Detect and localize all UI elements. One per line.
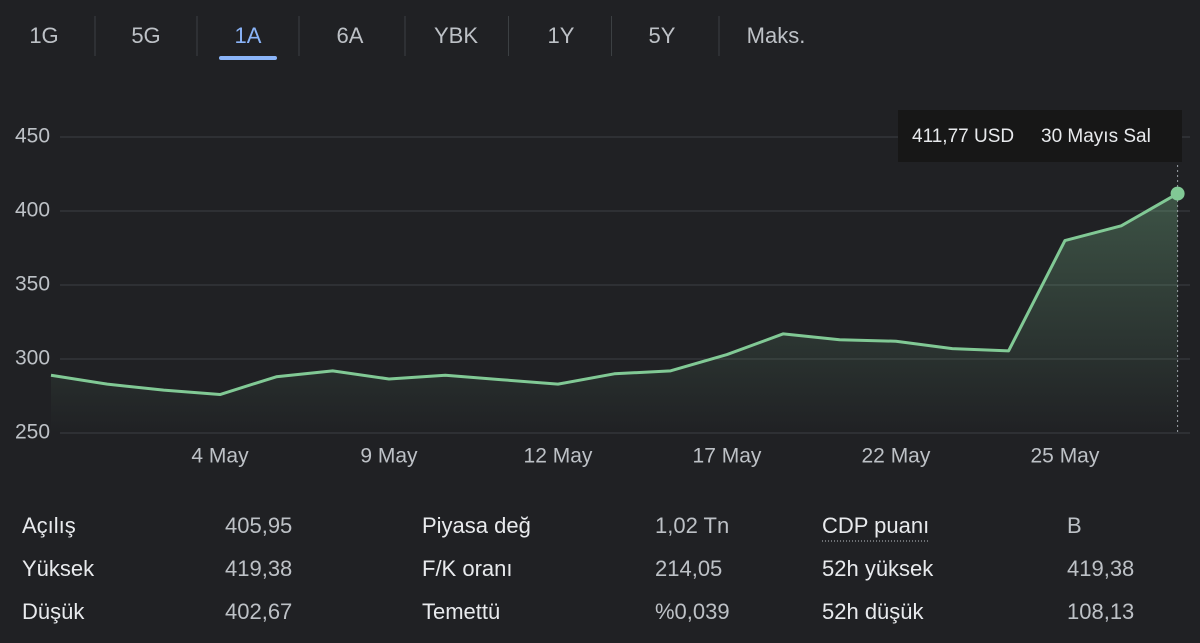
- y-tick-label: 400: [15, 199, 50, 222]
- stat-value: B: [1067, 513, 1082, 538]
- stat-label: Yüksek: [22, 556, 95, 581]
- x-tick-label: 9 May: [360, 445, 418, 468]
- y-tick-label: 250: [15, 421, 50, 444]
- tab[interactable]: 6A: [337, 23, 364, 48]
- y-tick-label: 450: [15, 125, 50, 148]
- y-tick-label: 300: [15, 347, 50, 370]
- tab[interactable]: 5Y: [649, 23, 676, 48]
- stat-label: 52h yüksek: [822, 556, 934, 581]
- stat-value: %0,039: [655, 599, 730, 624]
- stat-value: 1,02 Tn: [655, 513, 729, 538]
- hover-dot: [1170, 186, 1185, 201]
- tooltip-value: 411,77 USD: [912, 126, 1014, 147]
- stat-label: Piyasa değ: [422, 513, 531, 538]
- tab[interactable]: 1Y: [548, 23, 575, 48]
- tooltip: [898, 110, 1182, 162]
- stat-label: F/K oranı: [422, 556, 512, 581]
- stat-label: Açılış: [22, 513, 76, 538]
- stat-label[interactable]: CDP puanı: [822, 513, 929, 538]
- x-tick-label: 17 May: [693, 445, 762, 468]
- tab[interactable]: YBK: [434, 23, 478, 48]
- y-tick-label: 350: [15, 273, 50, 296]
- stat-value: 419,38: [1067, 556, 1134, 581]
- tab[interactable]: 1A: [235, 23, 262, 48]
- stat-label: 52h düşük: [822, 599, 925, 624]
- line: [50, 192, 1179, 397]
- stat-value: 419,38: [225, 556, 292, 581]
- tab-underline: [219, 56, 277, 60]
- tab[interactable]: 1G: [29, 23, 58, 48]
- x-tick-label: 4 May: [191, 445, 249, 468]
- x-tick-label: 25 May: [1031, 445, 1100, 468]
- tab[interactable]: 5G: [131, 23, 160, 48]
- tab[interactable]: Maks.: [747, 23, 806, 48]
- tooltip-date: 30 Mayıs Sal: [1041, 126, 1151, 147]
- stat-value: 402,67: [225, 599, 292, 624]
- stat-value: 214,05: [655, 556, 722, 581]
- x-tick-label: 22 May: [862, 445, 931, 468]
- x-tick-label: 12 May: [524, 445, 593, 468]
- stat-value: 108,13: [1067, 599, 1134, 624]
- stat-label: Temettü: [422, 599, 500, 624]
- stat-label: Düşük: [22, 599, 85, 624]
- area: [51, 193, 1178, 433]
- stat-value: 405,95: [225, 513, 292, 538]
